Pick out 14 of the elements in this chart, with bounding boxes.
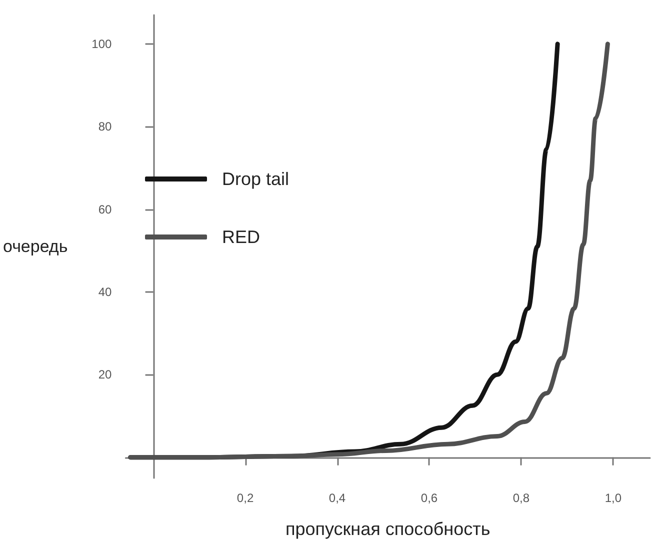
x-tick-label: 0,2 bbox=[236, 491, 254, 505]
y-tick-label: 80 bbox=[98, 120, 112, 134]
x-tick-label: 0,8 bbox=[512, 491, 530, 505]
legend-label: RED bbox=[222, 227, 260, 247]
y-tick-label: 100 bbox=[92, 36, 112, 51]
legend-label: Drop tail bbox=[222, 169, 290, 189]
x-tick-label: 0,6 bbox=[420, 491, 438, 505]
x-axis-title: пропускная способность bbox=[285, 519, 490, 539]
x-tick-label: 0,4 bbox=[328, 491, 346, 505]
y-axis-title: очередь bbox=[2, 237, 68, 256]
x-tick-label: 1,0 bbox=[604, 491, 622, 505]
y-tick-label: 20 bbox=[98, 368, 112, 382]
y-tick-label: 40 bbox=[98, 284, 112, 299]
y-tick-label: 60 bbox=[98, 202, 112, 216]
